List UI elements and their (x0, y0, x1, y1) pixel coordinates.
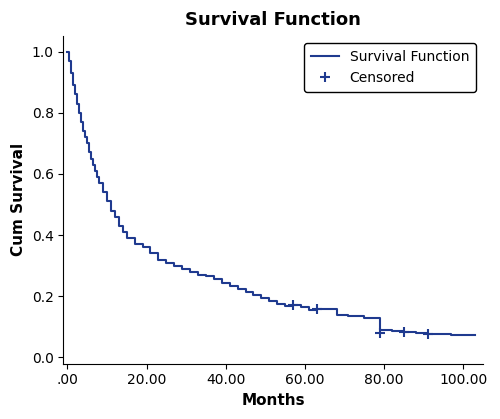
Title: Survival Function: Survival Function (186, 11, 361, 29)
Legend: Survival Function, Censored: Survival Function, Censored (304, 43, 476, 92)
X-axis label: Months: Months (242, 393, 305, 408)
Y-axis label: Cum Survival: Cum Survival (11, 143, 26, 256)
